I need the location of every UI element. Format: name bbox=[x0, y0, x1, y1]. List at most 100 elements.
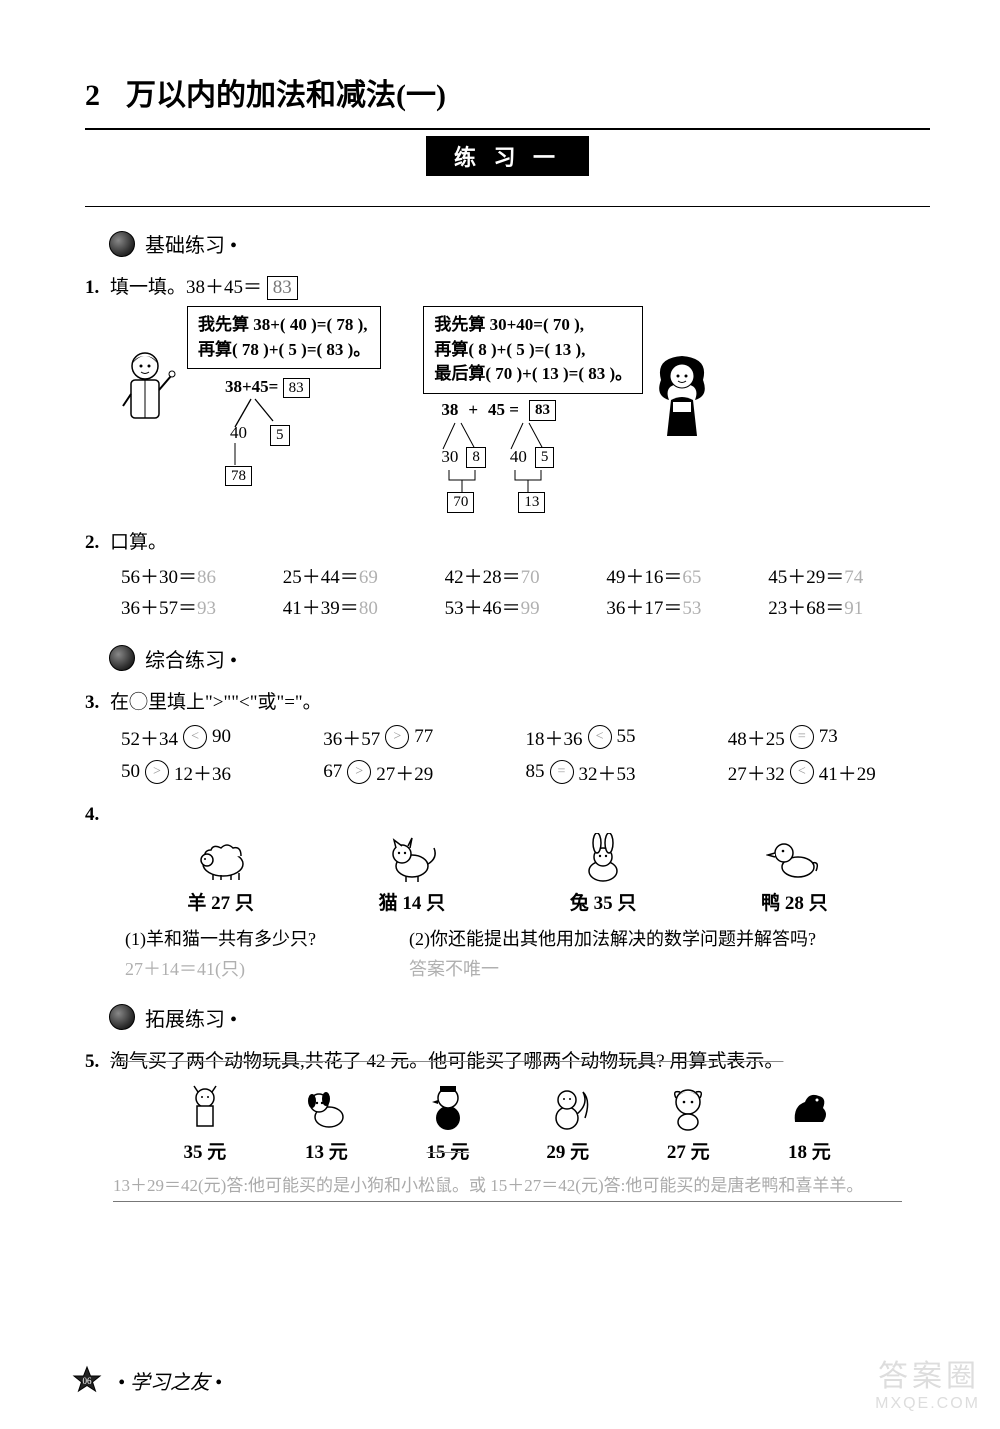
q4-sub1: (1)羊和猫一共有多少只? bbox=[125, 925, 385, 951]
animal-label: 猫 14 只 bbox=[379, 893, 446, 914]
q2-stem: 口算。 bbox=[110, 532, 167, 553]
mental-math-item: 53＋46＝99 bbox=[445, 591, 607, 622]
mental-math-item: 25＋44＝69 bbox=[283, 560, 445, 591]
chapter-title-text: 万以内的加法和减法(一) bbox=[126, 79, 446, 112]
mental-math-item: 56＋30＝86 bbox=[121, 560, 283, 591]
page-footer: 06 • 学习之友 • bbox=[72, 1365, 222, 1395]
girl-icon bbox=[651, 350, 713, 450]
bubble-line: 我先算 38+( 40 )=( 78 ), bbox=[198, 313, 370, 338]
q1-left-work: 38+45= 83 40 78 5 bbox=[225, 377, 381, 485]
toy-5: 27 元 bbox=[666, 1083, 710, 1164]
cat-icon bbox=[384, 834, 440, 882]
section-label: 综合练习 • bbox=[145, 644, 237, 673]
animal-duck: 鸭 28 只 bbox=[761, 834, 828, 915]
practice-badge: 练 习 一 bbox=[426, 136, 589, 176]
question-5: 5. 淘气买了两个动物玩具,共花了 42 元。他可能买了哪两个动物玩具? 用算式… bbox=[85, 1046, 930, 1073]
q5-answer: 13＋29＝42(元)答:他可能买的是小狗和小松鼠。或 15＋27＝42(元)答… bbox=[113, 1170, 902, 1202]
q4-ans1: 27＋14＝41(只) bbox=[125, 955, 385, 981]
toy-1: 35 元 bbox=[184, 1083, 227, 1164]
mental-math-item: 23＋68＝91 bbox=[768, 591, 930, 622]
compare-item: 50>12＋36 bbox=[121, 755, 323, 790]
xiyang-icon bbox=[666, 1084, 710, 1132]
sheep-icon bbox=[193, 836, 249, 880]
q-number: 3. bbox=[85, 692, 99, 713]
animal-rabbit: 兔 35 只 bbox=[570, 834, 637, 915]
result-box: 83 bbox=[283, 378, 310, 398]
sum-box: 70 bbox=[447, 492, 474, 513]
mental-math-item: 36＋57＝93 bbox=[121, 591, 283, 622]
mental-math-item: 49＋16＝65 bbox=[606, 560, 768, 591]
compare-item: 18＋36<55 bbox=[526, 720, 728, 755]
compare-item: 48＋25=73 bbox=[728, 720, 930, 755]
q-number: 2. bbox=[85, 532, 99, 553]
section-label: 基础练习 • bbox=[145, 229, 237, 258]
donald-icon bbox=[428, 1084, 468, 1132]
compare-item: 85=32＋53 bbox=[526, 755, 728, 790]
star-icon: 06 bbox=[72, 1365, 102, 1395]
mental-math-item: 36＋17＝53 bbox=[606, 591, 768, 622]
chapter-title: 2 万以内的加法和减法(一) bbox=[85, 40, 930, 128]
q1-stem: 填一填。38＋45＝ bbox=[110, 277, 262, 298]
chapter-number: 2 bbox=[85, 79, 100, 112]
bubble-line: 再算( 78 )+( 5 )=( 83 )。 bbox=[198, 338, 370, 363]
val: 38 bbox=[441, 400, 458, 420]
toy-3: 15 元 bbox=[427, 1083, 470, 1164]
animal-sheep: 羊 27 只 bbox=[187, 834, 254, 915]
method-left: 我先算 38+( 40 )=( 78 ), 再算( 78 )+( 5 )=( 8… bbox=[117, 306, 381, 485]
toy-6: 18 元 bbox=[787, 1083, 831, 1164]
q3-stem: 在◯里填上">""<"或"="。 bbox=[110, 692, 322, 713]
toy-price: 13 元 bbox=[305, 1142, 348, 1163]
bubble-line: 再算( 8 )+( 5 )=( 13 ), bbox=[434, 338, 632, 363]
q5-stem: 淘气买了两个动物玩具,共花了 42 元。他可能买了哪两个动物玩具? 用算式表示。 bbox=[110, 1051, 783, 1072]
speech-bubble-left: 我先算 38+( 40 )=( 78 ), 再算( 78 )+( 5 )=( 8… bbox=[187, 306, 381, 369]
speech-bubble-right: 我先算 30+40=( 70 ), 再算( 8 )+( 5 )=( 13 ), … bbox=[423, 306, 643, 394]
divider bbox=[85, 206, 930, 207]
dino-icon bbox=[787, 1086, 831, 1130]
q-number: 1. bbox=[85, 277, 99, 298]
watermark-url: MXQE.COM bbox=[875, 1395, 980, 1413]
compare-item: 27＋32<41＋29 bbox=[728, 755, 930, 790]
question-1: 1. 填一填。38＋45＝ 83 bbox=[85, 272, 930, 300]
bubble-line: 最后算( 70 )+( 13 )=( 83 )。 bbox=[434, 362, 632, 387]
method-right: 我先算 30+40=( 70 ), 再算( 8 )+( 5 )=( 13 ), … bbox=[423, 306, 713, 513]
toy-price: 18 元 bbox=[788, 1142, 831, 1163]
sum-box: 13 bbox=[518, 492, 545, 513]
compare-item: 67>27＋29 bbox=[323, 755, 525, 790]
page-number: 06 bbox=[83, 1376, 93, 1386]
toy-price: 29 元 bbox=[546, 1142, 589, 1163]
dot-icon bbox=[109, 231, 135, 257]
question-2: 2. 口算。 bbox=[85, 527, 930, 554]
watermark: 答案圈 MXQE.COM bbox=[875, 1360, 980, 1413]
mental-math-item: 42＋28＝70 bbox=[445, 560, 607, 591]
carry-box: 78 bbox=[225, 466, 252, 486]
toy-price: 15 元 bbox=[427, 1142, 470, 1163]
q1-right-work: 38 + 45 = 83 30 8 40 5 bbox=[441, 400, 643, 513]
val: 5 bbox=[535, 447, 555, 468]
toy-4: 29 元 bbox=[546, 1083, 589, 1164]
rabbit-icon bbox=[579, 833, 627, 883]
toy-price: 35 元 bbox=[184, 1142, 227, 1163]
animal-label: 羊 27 只 bbox=[187, 893, 254, 914]
q-number: 4. bbox=[85, 804, 99, 825]
toy-price: 27 元 bbox=[667, 1142, 710, 1163]
section-basic: 基础练习 • bbox=[109, 229, 930, 258]
toy-2: 13 元 bbox=[303, 1083, 349, 1164]
duck-icon bbox=[766, 835, 822, 881]
val: 40 bbox=[510, 447, 527, 468]
question-3: 3. 在◯里填上">""<"或"="。 bbox=[85, 687, 930, 714]
animal-cat: 猫 14 只 bbox=[379, 834, 446, 915]
q4-sub2: (2)你还能提出其他用加法解决的数学问题并解答吗? bbox=[409, 925, 816, 951]
bubble-line: 我先算 30+40=( 70 ), bbox=[434, 313, 632, 338]
boy-icon bbox=[117, 346, 179, 446]
q3-grid: 52＋34<9036＋57>7718＋36<5548＋25=73 50>12＋3… bbox=[121, 720, 930, 790]
q5-toys: 35 元 13 元 15 元 29 元 27 元 18 元 bbox=[145, 1083, 870, 1164]
split-val: 40 bbox=[225, 423, 252, 443]
watermark-text: 答案圈 bbox=[878, 1360, 980, 1393]
dot-icon bbox=[109, 645, 135, 671]
section-label: 拓展练习 • bbox=[145, 1003, 237, 1032]
q-number: 5. bbox=[85, 1051, 99, 1072]
q1-methods: 我先算 38+( 40 )=( 78 ), 再算( 78 )+( 5 )=( 8… bbox=[117, 306, 930, 513]
dog-icon bbox=[303, 1085, 349, 1131]
compare-item: 36＋57>77 bbox=[323, 720, 525, 755]
val: 8 bbox=[466, 447, 486, 468]
